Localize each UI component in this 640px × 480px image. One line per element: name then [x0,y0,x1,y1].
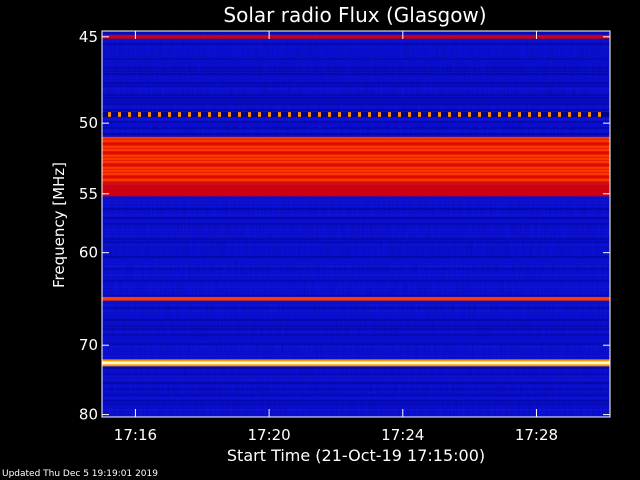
band-1-dot [188,112,191,117]
band-1-dot [148,112,151,117]
band-1-base [102,112,610,117]
band-5 [102,361,610,365]
y-tick-label: 50 [79,114,98,132]
band-1-dot [488,112,491,117]
band-1-dot [208,112,211,117]
band-1-dot [378,112,381,117]
band-1-dot [308,112,311,117]
band-2-stripe [102,157,610,160]
band-1-dot [288,112,291,117]
band-1-dot [498,112,501,117]
band-2-stripe [102,163,610,166]
x-axis-ticks: 17:16 17:20 17:24 17:28 [114,31,558,444]
band-2-stripe [102,172,610,175]
band-2-stripe [102,145,610,148]
band-1-dot [598,112,601,117]
band-1-dot [478,112,481,117]
updated-timestamp: Updated Thu Dec 5 19:19:01 2019 [2,469,158,479]
y-tick-label: 45 [79,28,98,46]
band-1-dot [258,112,261,117]
band-1-dot [538,112,541,117]
band-1-dot [408,112,411,117]
y-tick-label: 80 [79,406,98,424]
band-1-dot [248,112,251,117]
band-1-dot [558,112,561,117]
band-1-dot [428,112,431,117]
band-2-stripe [102,148,610,151]
band-1-dot [168,112,171,117]
x-tick-label: 17:28 [515,426,558,444]
band-1-dot [318,112,321,117]
band-1-dot [588,112,591,117]
band-1-dot [448,112,451,117]
band-1-dot [198,112,201,117]
band-1-dot [238,112,241,117]
band-2-stripe [102,136,610,139]
band-1-dot [218,112,221,117]
band-1-dot [298,112,301,117]
band-1-dot [328,112,331,117]
x-tick-label: 17:24 [381,426,424,444]
band-2-stripe [102,181,610,184]
band-2-stripe [102,154,610,157]
band-1-dot [358,112,361,117]
band-2-stripe [102,178,610,181]
band-1-dot [468,112,471,117]
band-1-dot [118,112,121,117]
band-1-dot [398,112,401,117]
band-2-stripe [102,160,610,163]
y-axis-ticks: 45 50 55 60 70 80 [79,28,610,424]
band-2-stripe [102,139,610,142]
y-tick-label: 60 [79,244,98,262]
band-1-dot [438,112,441,117]
band-4 [102,296,610,301]
band-1-dot [128,112,131,117]
x-tick-label: 17:16 [114,426,157,444]
noise-overlay [102,31,610,417]
chart-title: Solar radio Flux (Glasgow) [223,3,486,27]
y-tick-label: 55 [79,185,98,203]
band-1-dot [178,112,181,117]
band-1-dot [578,112,581,117]
x-tick-label: 17:20 [247,426,290,444]
band-1-dot [568,112,571,117]
y-axis-label: Frequency [MHz] [50,162,68,288]
band-1-dot [548,112,551,117]
band-1-dot [348,112,351,117]
band-2-stripe [102,166,610,169]
band-1-dot [388,112,391,117]
band-0 [102,34,610,39]
band-2-stripe [102,151,610,154]
band-2-stripe [102,175,610,178]
band-1-dot [338,112,341,117]
band-2-stripe [102,169,610,172]
plot-area [102,31,610,417]
frequency-bands [102,34,610,367]
band-2-stripe [102,142,610,145]
band-1-dot [278,112,281,117]
x-axis-label: Start Time (21-Oct-19 17:15:00) [227,446,485,465]
band-1-dot [228,112,231,117]
band-1-dot [158,112,161,117]
y-tick-label: 70 [79,336,98,354]
band-3 [102,184,610,197]
band-1-dot [368,112,371,117]
band-1-dot [108,112,111,117]
band-1-dot [138,112,141,117]
band-1-dot [458,112,461,117]
band-1-dot [528,112,531,117]
band-1-dot [518,112,521,117]
band-1-dot [268,112,271,117]
band-1-dot [418,112,421,117]
band-1-dot [508,112,511,117]
plot-frame [101,30,611,418]
